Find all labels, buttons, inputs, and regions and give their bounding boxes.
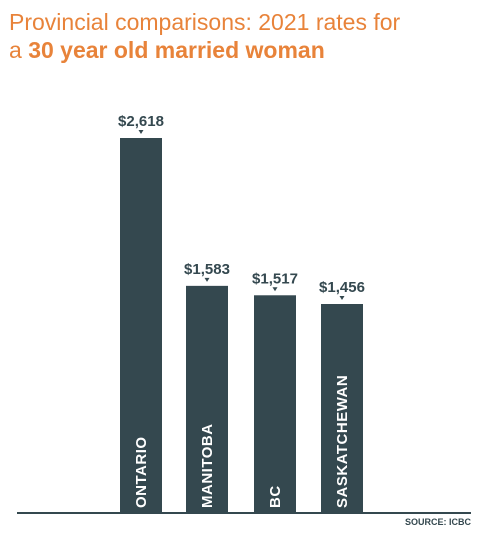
bar-group-manitoba: $1,583 MANITOBA [184, 261, 230, 512]
bar-ontario [120, 138, 162, 512]
chart-title-line-2: a 30 year old married woman [9, 37, 325, 63]
bar-saskatchewan [321, 304, 363, 512]
category-label-bc: BC [267, 485, 284, 508]
value-pointer-ontario [138, 130, 144, 134]
value-pointer-manitoba [204, 277, 210, 282]
value-label-saskatchewan: $1,456 [319, 279, 365, 296]
category-label-ontario: ONTARIO [133, 436, 150, 508]
bar-manitoba [186, 285, 228, 512]
bar-group-bc: $1,517 BC [252, 270, 298, 512]
chart-title-emphasis: 30 year old married woman [28, 37, 325, 63]
bar-bc [254, 295, 296, 512]
chart-title-prefix: a [9, 37, 29, 63]
value-pointer-saskatchewan [339, 296, 345, 300]
value-label-ontario: $2,618 [118, 113, 164, 130]
chart-title-line-1: Provincial comparisons: 2021 rates for [9, 9, 401, 35]
bar-group-ontario: $2,618 ONTARIO [118, 113, 164, 512]
source-note: SOURCE: ICBC [404, 517, 471, 527]
category-label-saskatchewan: SASKATCHEWAN [334, 375, 351, 508]
category-label-manitoba: MANITOBA [199, 423, 216, 508]
bar-group-saskatchewan: $1,456 SASKATCHEWAN [319, 279, 365, 512]
value-pointer-bc [272, 287, 278, 292]
value-label-manitoba: $1,583 [184, 261, 230, 278]
value-label-bc: $1,517 [252, 270, 298, 287]
